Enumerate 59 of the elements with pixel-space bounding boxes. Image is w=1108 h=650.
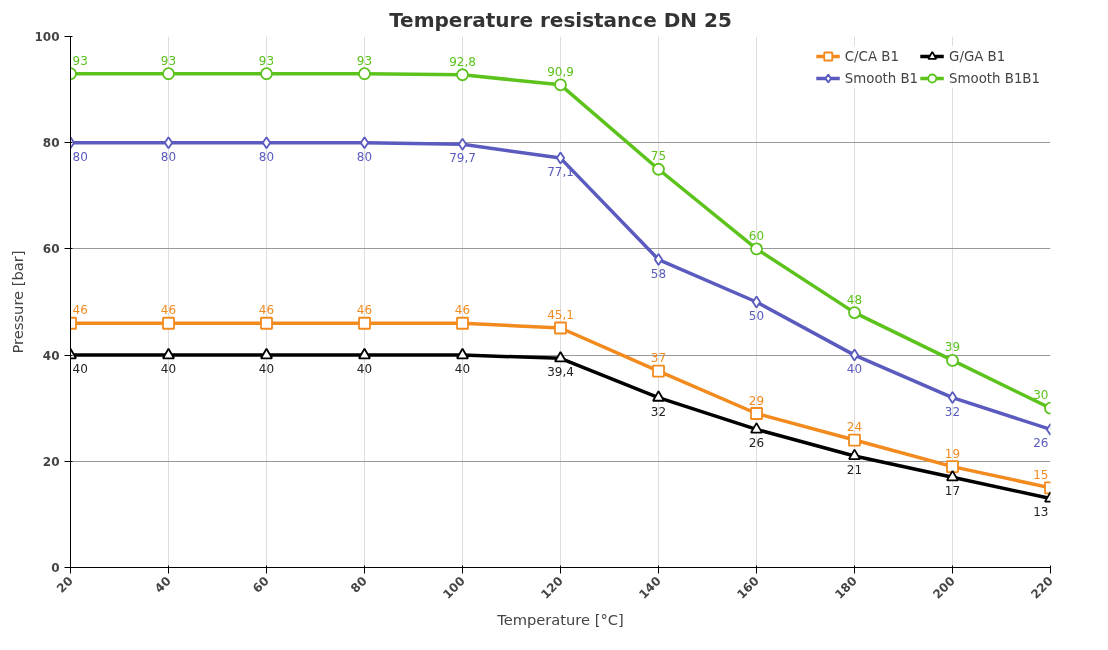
data-label: 39 bbox=[944, 340, 961, 355]
x-tick-label: 60 bbox=[250, 573, 272, 596]
data-label: 26 bbox=[748, 436, 765, 451]
data-label: 93 bbox=[72, 53, 88, 68]
data-label: 15 bbox=[1033, 467, 1049, 482]
data-label: 46 bbox=[454, 303, 471, 318]
data-label: 75 bbox=[650, 149, 667, 164]
data-label: 13 bbox=[1033, 505, 1049, 520]
data-label: 40 bbox=[160, 362, 177, 377]
data-label: 79,7 bbox=[449, 151, 476, 166]
x-axis-title: Temperature [°C] bbox=[496, 610, 624, 628]
data-label: 21 bbox=[846, 462, 863, 477]
data-label: 80 bbox=[356, 149, 373, 164]
y-tick-label: 20 bbox=[42, 454, 60, 469]
data-label: 32 bbox=[650, 404, 667, 419]
data-label: 45,1 bbox=[547, 308, 574, 323]
y-tick-label: 100 bbox=[34, 30, 60, 44]
data-label: 40 bbox=[356, 362, 373, 377]
data-label: 93 bbox=[356, 53, 373, 68]
data-label: 17 bbox=[944, 484, 961, 499]
data-label: 80 bbox=[160, 149, 177, 164]
data-label: 80 bbox=[258, 149, 275, 164]
data-label: 58 bbox=[650, 266, 667, 281]
y-tick-label: 80 bbox=[42, 136, 60, 151]
y-tick-label: 0 bbox=[51, 561, 60, 575]
legend-label: C/CA B1 bbox=[844, 48, 899, 64]
x-tick-label: 40 bbox=[152, 573, 174, 596]
chart-title: Temperature resistance DN 25 bbox=[389, 7, 732, 32]
x-tick-label: 80 bbox=[348, 573, 370, 596]
data-label: 26 bbox=[1033, 436, 1049, 451]
data-label: 24 bbox=[846, 420, 863, 435]
data-label: 93 bbox=[258, 53, 275, 68]
data-label: 39,4 bbox=[547, 365, 574, 380]
data-label: 93 bbox=[160, 53, 177, 68]
data-label: 46 bbox=[160, 303, 177, 318]
data-label: 30 bbox=[1033, 388, 1049, 403]
data-label: 40 bbox=[846, 362, 863, 377]
data-label: 80 bbox=[72, 149, 88, 164]
legend-label: Smooth B1 bbox=[844, 70, 919, 86]
data-label: 46 bbox=[258, 303, 275, 318]
data-label: 40 bbox=[454, 362, 471, 377]
data-label: 40 bbox=[258, 362, 275, 377]
data-label: 46 bbox=[356, 303, 373, 318]
data-label: 50 bbox=[748, 309, 765, 323]
y-tick-label: 60 bbox=[42, 242, 60, 257]
data-label: 29 bbox=[748, 393, 765, 408]
data-label: 19 bbox=[944, 446, 961, 461]
y-tick-label: 40 bbox=[42, 348, 60, 363]
data-label: 37 bbox=[650, 351, 667, 366]
data-label: 90,9 bbox=[547, 64, 574, 79]
data-label: 60 bbox=[748, 228, 765, 243]
y-axis-title: Pressure [bar] bbox=[9, 250, 27, 354]
data-label: 92,8 bbox=[449, 54, 476, 69]
legend-label: Smooth B1B1 bbox=[949, 70, 1040, 86]
data-label: 48 bbox=[846, 292, 863, 307]
legend-label: G/GA B1 bbox=[949, 48, 1006, 64]
data-label: 46 bbox=[72, 303, 88, 318]
data-label: 32 bbox=[944, 404, 961, 419]
data-label: 40 bbox=[72, 362, 88, 377]
